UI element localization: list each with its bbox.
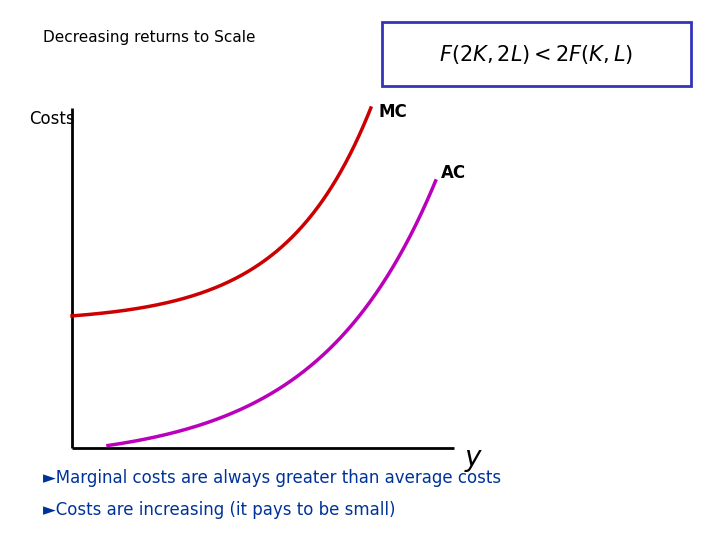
Text: MC: MC	[378, 103, 407, 121]
Text: ►Marginal costs are always greater than average costs: ►Marginal costs are always greater than …	[43, 469, 501, 487]
Text: Costs: Costs	[29, 110, 74, 128]
Text: $F(2K,2L) < 2F(K,L)$: $F(2K,2L) < 2F(K,L)$	[439, 43, 634, 65]
FancyBboxPatch shape	[382, 22, 691, 86]
Text: ►Costs are increasing (it pays to be small): ►Costs are increasing (it pays to be sma…	[43, 501, 396, 519]
Text: AC: AC	[441, 164, 466, 182]
Text: $y$: $y$	[464, 446, 484, 474]
Text: Decreasing returns to Scale: Decreasing returns to Scale	[43, 30, 256, 45]
